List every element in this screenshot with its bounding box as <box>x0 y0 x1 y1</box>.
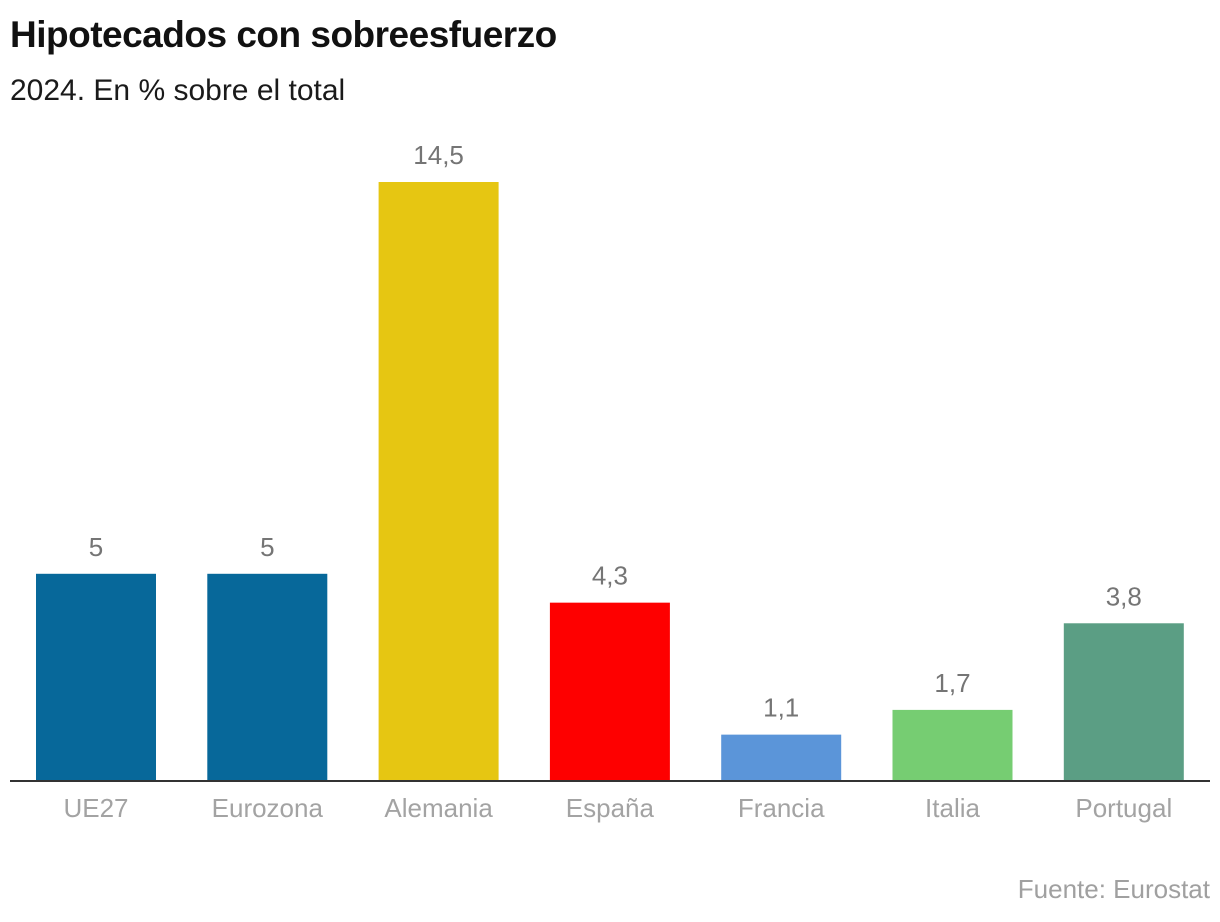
bar-eurozona <box>207 573 328 780</box>
source-note: Fuente: Eurostat <box>1017 874 1210 904</box>
value-label-portugal: 3,8 <box>1106 581 1142 611</box>
chart-subtitle: 2024. En % sobre el total <box>10 74 346 107</box>
value-label-alemania: 14,5 <box>413 140 464 170</box>
value-label-espana: 4,3 <box>592 561 628 591</box>
bar-italia <box>892 709 1013 780</box>
value-label-italia: 1,7 <box>934 668 970 698</box>
category-label-espana: España <box>566 793 655 823</box>
bar-alemania <box>378 182 499 780</box>
bar-francia <box>721 734 842 780</box>
category-labels-group: UE27 Eurozona Alemania España Francia Italia P… <box>63 793 1172 823</box>
bar-espana <box>549 602 670 780</box>
category-label-alemania: Alemania <box>384 793 493 823</box>
value-label-eurozona: 5 <box>260 532 274 562</box>
category-label-eurozona: Eurozona <box>212 793 324 823</box>
bar-portugal <box>1063 623 1184 780</box>
category-label-portugal: Portugal <box>1075 793 1172 823</box>
bars-group <box>36 182 1184 780</box>
category-label-francia: Francia <box>738 793 825 823</box>
chart-title: Hipotecados con sobreesfuerzo <box>10 14 557 55</box>
category-label-italia: Italia <box>925 793 980 823</box>
category-label-ue27: UE27 <box>63 793 128 823</box>
bar-ue27 <box>36 573 156 780</box>
value-label-francia: 1,1 <box>763 693 799 723</box>
value-labels-group: 5 5 14,5 4,3 1,1 1,7 3,8 <box>89 140 1142 723</box>
value-label-ue27: 5 <box>89 532 103 562</box>
